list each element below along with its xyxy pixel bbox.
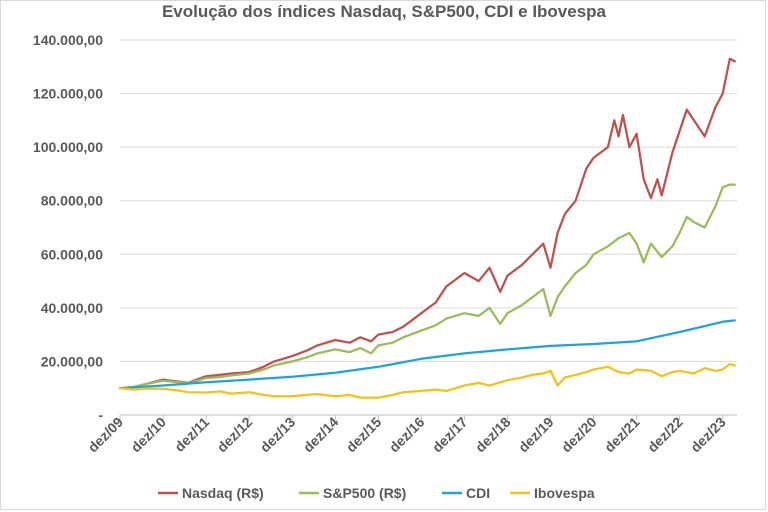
x-tick-label: dez/16	[386, 414, 428, 456]
chart-title: Evolução dos índices Nasdaq, S&P500, CDI…	[161, 2, 607, 21]
x-tick-label: dez/09	[85, 414, 127, 456]
x-tick-label: dez/11	[171, 414, 212, 455]
x-tick-label: dez/21	[601, 414, 643, 456]
legend: Nasdaq (R$) S&P500 (R$) CDI Ibovespa	[158, 485, 595, 501]
x-tick-label: dez/17	[429, 414, 471, 456]
legend-label: Ibovespa	[534, 485, 595, 501]
x-tick-label: dez/14	[300, 414, 342, 456]
y-tick-label: 120.000,00	[33, 86, 103, 102]
series-line-s-p500-r	[118, 183, 736, 390]
series-line-ibovespa	[118, 362, 736, 399]
gridlines	[120, 39, 737, 362]
y-tick-label: 60.000,00	[41, 246, 103, 262]
x-tick-label: dez/23	[687, 414, 729, 456]
y-tick-label: -	[98, 407, 103, 423]
y-tick-label: 20.000,00	[41, 353, 103, 369]
legend-label: Nasdaq (R$)	[182, 485, 264, 501]
legend-label: CDI	[466, 485, 490, 501]
y-tick-label: 100.000,00	[33, 139, 103, 155]
legend-label: S&P500 (R$)	[323, 485, 406, 501]
x-tick-label: dez/19	[515, 414, 557, 456]
series-line-cdi	[118, 319, 736, 390]
x-tick-label: dez/13	[257, 414, 299, 456]
x-axis: dez/09 dez/10 dez/11 dez/12 dez/13 dez/14 dez/…	[85, 414, 737, 456]
x-tick-label: dez/12	[214, 414, 256, 456]
y-axis: - 20.000,00 40.000,00 60.000,00 80.000,00 100…	[33, 32, 103, 423]
y-tick-label: 140.000,00	[33, 32, 103, 48]
series-line-nasdaq-r	[118, 57, 736, 390]
series-lines	[118, 57, 736, 399]
x-tick-label: dez/10	[128, 414, 170, 456]
x-tick-label: dez/22	[644, 414, 686, 456]
y-tick-label: 40.000,00	[41, 300, 103, 316]
x-tick-label: dez/20	[558, 414, 600, 456]
x-tick-label: dez/18	[472, 414, 514, 456]
y-tick-label: 80.000,00	[41, 193, 103, 209]
x-tick-label: dez/15	[343, 414, 385, 456]
